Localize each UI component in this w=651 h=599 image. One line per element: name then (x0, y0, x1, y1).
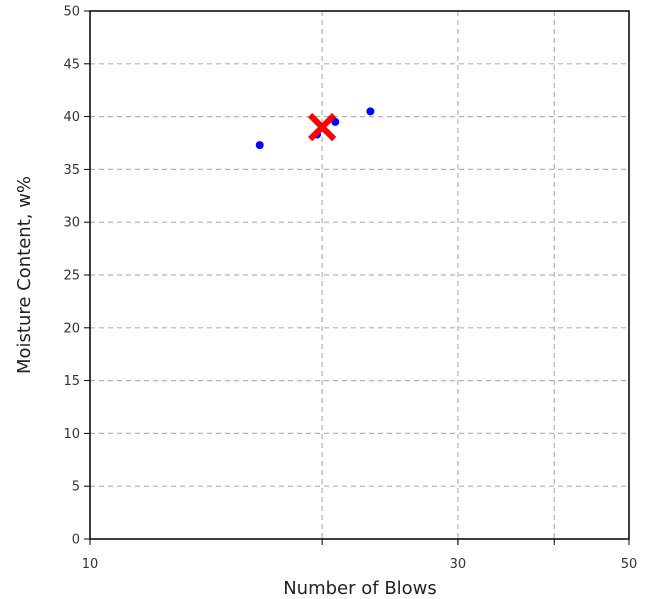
y-axis-label: Moisture Content, w% (14, 176, 35, 374)
plot-frame (89, 10, 630, 540)
x-axis-label: Number of Blows (283, 578, 437, 599)
y-tick-label: 10 (63, 427, 80, 442)
y-tick-label: 50 (63, 5, 80, 20)
x-tick-label: 10 (82, 557, 99, 572)
y-tick-label: 0 (72, 533, 80, 548)
cross-marker-stroke (308, 113, 337, 142)
y-tick-label: 30 (63, 216, 80, 231)
data-point (366, 107, 375, 116)
data-point (255, 141, 264, 150)
y-tick-label: 35 (63, 163, 80, 178)
grid-lines (90, 11, 629, 539)
y-tick-label: 25 (63, 269, 80, 284)
y-tick-label: 40 (63, 110, 80, 125)
x-tick-label: 30 (450, 557, 467, 572)
cross-marker (308, 113, 337, 142)
y-tick-label: 15 (63, 374, 80, 389)
axis-ticks: 0 5 10 15 20 25 30 35 40 45 50 10 30 50 (63, 5, 637, 573)
y-tick-label: 20 (63, 321, 80, 336)
x-tick-label: 50 (621, 557, 638, 572)
y-tick-label: 5 (72, 480, 80, 495)
y-tick-label: 45 (63, 57, 80, 72)
data-points (255, 107, 375, 150)
